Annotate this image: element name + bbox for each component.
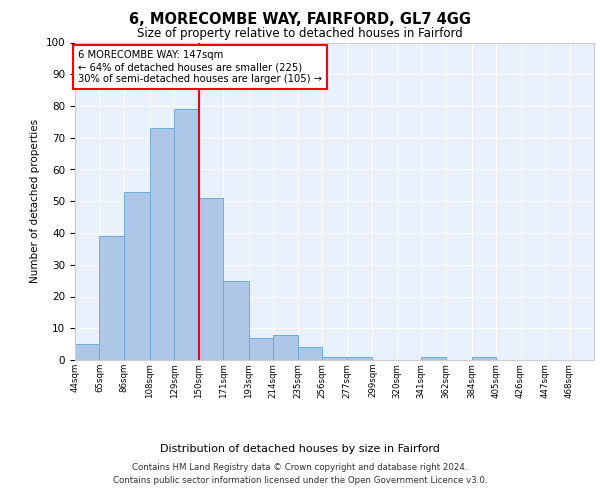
Bar — [347, 357, 373, 360]
Bar — [322, 357, 347, 360]
Bar — [472, 357, 496, 360]
Bar — [174, 109, 199, 360]
Bar — [421, 357, 446, 360]
Bar — [249, 338, 273, 360]
Text: 6 MORECOMBE WAY: 147sqm
← 64% of detached houses are smaller (225)
30% of semi-d: 6 MORECOMBE WAY: 147sqm ← 64% of detache… — [77, 50, 322, 84]
Bar — [100, 236, 124, 360]
Text: Distribution of detached houses by size in Fairford: Distribution of detached houses by size … — [160, 444, 440, 454]
Bar — [149, 128, 174, 360]
Bar — [75, 344, 100, 360]
Text: 6, MORECOMBE WAY, FAIRFORD, GL7 4GG: 6, MORECOMBE WAY, FAIRFORD, GL7 4GG — [129, 12, 471, 28]
Bar — [298, 348, 322, 360]
Y-axis label: Number of detached properties: Number of detached properties — [30, 119, 40, 284]
Text: Contains public sector information licensed under the Open Government Licence v3: Contains public sector information licen… — [113, 476, 487, 485]
Text: Contains HM Land Registry data © Crown copyright and database right 2024.: Contains HM Land Registry data © Crown c… — [132, 464, 468, 472]
Bar — [199, 198, 223, 360]
Bar — [273, 334, 298, 360]
Bar — [223, 280, 249, 360]
Text: Size of property relative to detached houses in Fairford: Size of property relative to detached ho… — [137, 28, 463, 40]
Bar — [124, 192, 149, 360]
